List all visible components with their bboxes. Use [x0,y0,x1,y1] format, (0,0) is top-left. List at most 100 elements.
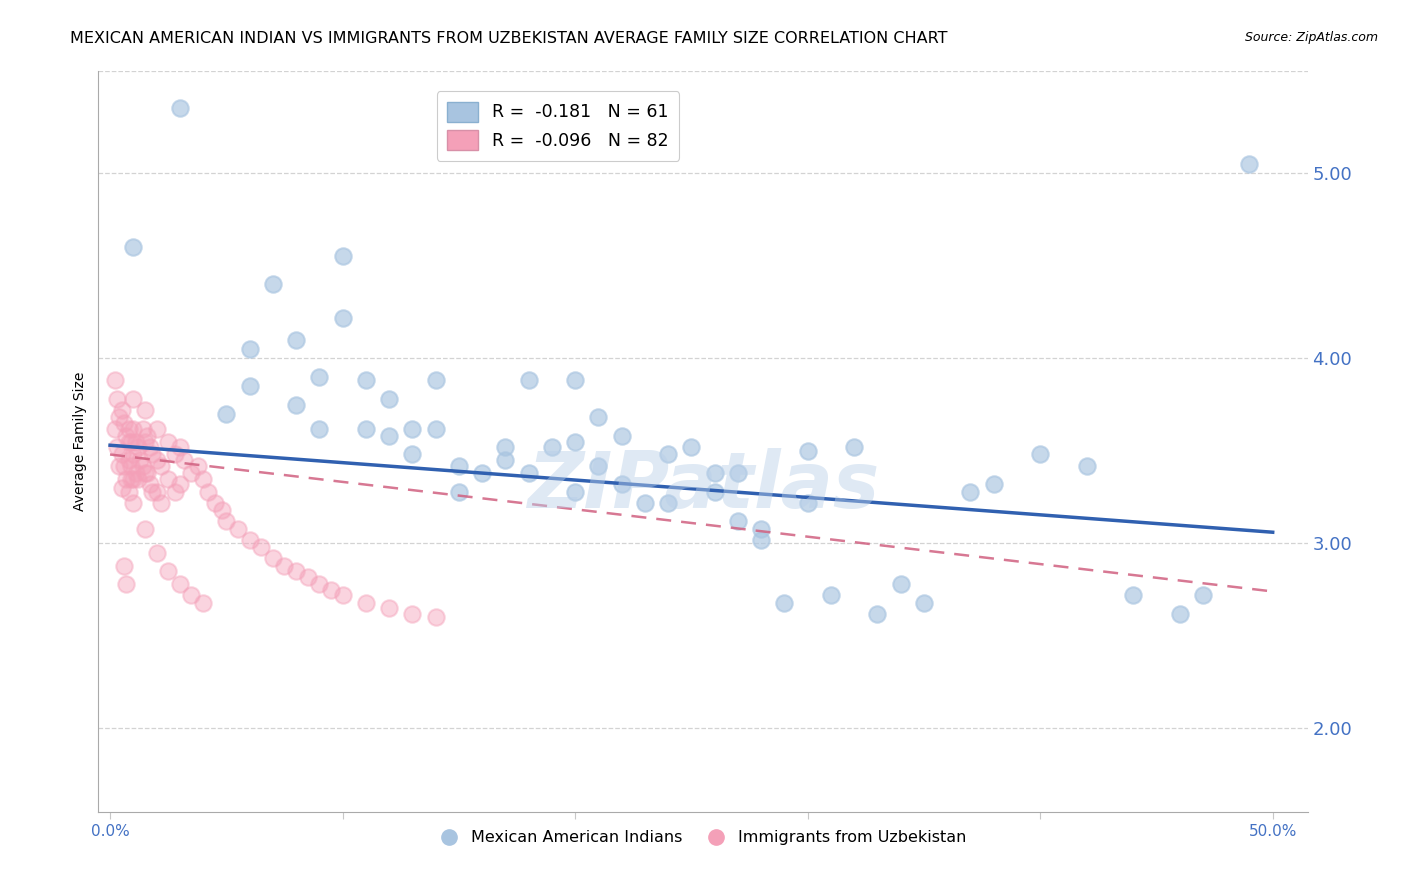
Point [308,369,330,384]
Point [1168,607,1191,621]
Point [354,421,377,435]
Point [354,374,377,388]
Point [447,484,470,499]
Point [145,453,167,467]
Point [134,434,156,449]
Point [681,440,703,454]
Legend: Mexican American Indians, Immigrants from Uzbekistan: Mexican American Indians, Immigrants fro… [433,824,973,852]
Point [308,577,330,591]
Point [588,458,610,473]
Point [134,403,156,417]
Point [657,495,679,509]
Point [122,421,145,435]
Point [262,551,284,566]
Point [1192,588,1215,602]
Point [912,596,935,610]
Point [115,577,138,591]
Point [773,596,796,610]
Text: MEXICAN AMERICAN INDIAN VS IMMIGRANTS FROM UZBEKISTAN AVERAGE FAMILY SIZE CORREL: MEXICAN AMERICAN INDIAN VS IMMIGRANTS FR… [70,31,948,46]
Point [588,410,610,425]
Point [111,481,134,495]
Text: Source: ZipAtlas.com: Source: ZipAtlas.com [1244,31,1378,45]
Point [494,440,516,454]
Point [134,522,156,536]
Point [239,533,262,547]
Point [127,471,149,485]
Point [197,484,219,499]
Point [108,458,131,473]
Point [191,596,214,610]
Point [180,588,202,602]
Point [401,607,423,621]
Point [564,484,586,499]
Point [138,440,160,454]
Point [122,471,145,485]
Point [308,421,330,435]
Point [173,453,195,467]
Point [165,484,187,499]
Point [425,610,447,624]
Point [297,569,319,583]
Point [122,448,145,462]
Point [141,484,163,499]
Point [262,277,284,292]
Point [239,342,262,356]
Point [211,503,233,517]
Point [120,434,142,449]
Point [215,407,238,421]
Point [250,540,273,554]
Point [131,421,153,435]
Point [610,429,633,443]
Point [180,466,202,480]
Point [401,448,423,462]
Point [610,477,633,491]
Point [122,392,145,406]
Point [150,495,173,509]
Point [127,440,149,454]
Point [124,466,146,480]
Point [983,477,1005,491]
Point [122,495,145,509]
Point [124,434,146,449]
Point [378,601,401,615]
Point [285,333,308,347]
Point [187,458,209,473]
Point [118,434,141,449]
Point [703,466,725,480]
Text: ZIPatlas: ZIPatlas [527,448,879,524]
Point [145,484,167,499]
Point [136,429,159,443]
Point [844,440,866,454]
Point [332,250,354,264]
Point [115,471,138,485]
Point [634,495,657,509]
Point [118,453,141,467]
Point [169,577,191,591]
Point [657,448,679,462]
Point [749,533,772,547]
Point [112,558,135,573]
Point [796,443,818,458]
Point [273,558,295,573]
Point [447,458,470,473]
Point [120,471,142,485]
Point [378,392,401,406]
Point [118,484,141,499]
Point [157,471,180,485]
Point [111,448,134,462]
Point [145,421,167,435]
Point [105,392,128,406]
Point [150,458,173,473]
Point [145,545,167,560]
Point [564,374,586,388]
Point [319,582,342,597]
Point [727,466,749,480]
Point [104,421,127,435]
Point [517,374,540,388]
Point [354,596,377,610]
Point [1076,458,1098,473]
Point [104,374,127,388]
Point [820,588,842,602]
Point [749,522,772,536]
Point [191,471,214,485]
